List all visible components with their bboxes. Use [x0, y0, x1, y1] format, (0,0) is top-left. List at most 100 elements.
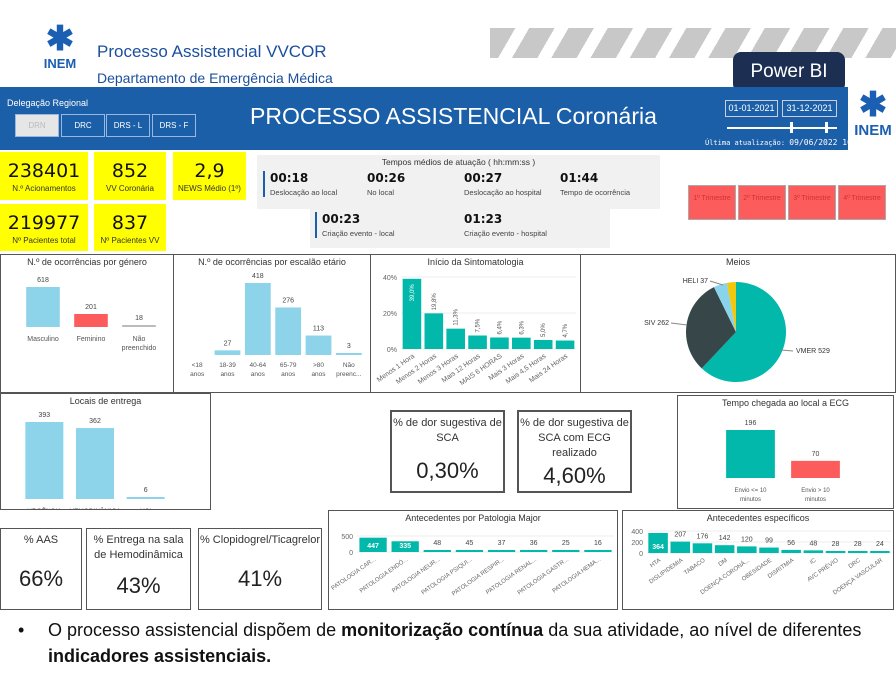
- bar: [122, 325, 156, 327]
- time-label: Criação evento - hospital: [464, 229, 547, 238]
- data-label: 19,8%: [432, 293, 438, 311]
- chart-idade-svg: <18 anos 27 18-39 anos 418 40-64 anos 276 65-79 an…: [190, 273, 362, 378]
- x-tick-label: anos: [190, 371, 205, 378]
- date-range-slider[interactable]: [727, 127, 837, 129]
- delegation-drn-button[interactable]: DRN: [15, 114, 59, 137]
- delegation-drs-l-button[interactable]: DRS - L: [106, 114, 150, 137]
- chart-genero-svg: 618 Masculino 201 Feminino 18 Não preenchido: [26, 277, 156, 352]
- y-tick-label: 20%: [383, 311, 397, 318]
- slider-handle-start[interactable]: [790, 122, 793, 133]
- bar: [359, 537, 387, 552]
- pie-leader: [780, 349, 794, 352]
- bar: [791, 460, 840, 478]
- data-label: 16: [594, 540, 602, 547]
- chart-title: N.º de ocorrências por escalão etário: [198, 257, 346, 267]
- bar: [555, 340, 575, 349]
- data-label: 6,4%: [497, 320, 503, 334]
- x-tick-label: 65-79: [280, 362, 297, 369]
- x-tick-label: TABACO: [683, 558, 707, 577]
- data-label: 56: [787, 540, 795, 547]
- kpi-label: Nº Pacientes VV: [100, 236, 160, 245]
- delegation-drs-f-button[interactable]: DRS - F: [152, 114, 196, 137]
- x-tick-label: <18: [192, 362, 203, 369]
- card-entrega-hemodinamica: % Entrega na sala de Hemodinâmica 43%: [86, 528, 191, 610]
- kpi-pacientes-total: 219977 Nº Pacientes total: [0, 204, 88, 251]
- bar: [126, 497, 165, 499]
- time-value: 00:26: [367, 171, 406, 185]
- bar: [391, 541, 419, 552]
- chart-meios: Meios VMER 529 SIV 262 HELI 37: [580, 254, 896, 393]
- bar: [468, 335, 487, 349]
- x-tick-label: 18-39: [219, 362, 236, 369]
- footer-bullet: • O processo assistencial dispõem de mon…: [18, 617, 888, 669]
- time-criacao-local: 00:23 Criação evento - local: [315, 212, 395, 238]
- kpi-label: Nº Pacientes total: [12, 236, 76, 245]
- bar: [512, 337, 531, 349]
- card-dor-sca: % de dor sugestiva de SCA 0,30%: [390, 410, 505, 493]
- bullet-bold: indicadores assistenciais.: [48, 646, 272, 666]
- kpi-value: 837: [111, 212, 149, 234]
- pie-slice: [726, 282, 736, 332]
- bar: [424, 313, 444, 349]
- time-no-local: 00:26 No local: [362, 171, 405, 197]
- quarter-3-button[interactable]: 3º Trimestre: [788, 185, 836, 220]
- quarter-4-button[interactable]: 4º Trimestre: [838, 185, 886, 220]
- bar: [335, 353, 362, 355]
- x-tick-label: anos: [251, 371, 266, 378]
- y-tick-label: 0: [639, 551, 643, 558]
- x-tick-label: IC: [809, 557, 818, 566]
- bar: [692, 543, 713, 553]
- bar: [781, 549, 801, 553]
- quarter-2-button[interactable]: 2º Trimestre: [738, 185, 786, 220]
- card-label: % Entrega na sala de Hemodinâmica: [93, 534, 184, 561]
- slider-handle-end[interactable]: [825, 122, 828, 133]
- x-tick-label: PATOLOGIA RESPIR...: [451, 557, 506, 598]
- bar: [487, 550, 516, 552]
- x-tick-label: Feminino: [77, 336, 106, 343]
- chart-title: Locais de entrega: [69, 396, 142, 406]
- x-tick-label: Não: [343, 362, 355, 369]
- data-label: 24: [876, 541, 884, 548]
- x-tick-label: DM: [718, 558, 729, 568]
- data-label: 48: [433, 540, 441, 547]
- bar: [25, 422, 64, 499]
- chart-title: Meios: [725, 257, 750, 267]
- quarter-1-button[interactable]: 1º Trimestre: [688, 185, 736, 220]
- data-label: 335: [399, 543, 411, 550]
- delegation-label: Delegação Regional: [7, 98, 89, 108]
- x-tick-label: Mais 24 Horas: [528, 353, 569, 385]
- header-subtitle: Departamento de Emergência Médica: [97, 70, 333, 86]
- card-label: % de dor sugestiva de SCA: [393, 417, 502, 444]
- data-label: 418: [252, 273, 264, 280]
- kpi-value: 238401: [7, 160, 81, 182]
- dashboard-title: PROCESSO ASSISTENCIAL Coronária: [250, 103, 657, 129]
- x-tick-label: 40-64: [250, 362, 267, 369]
- bar: [670, 541, 691, 553]
- card-value: 0,30%: [416, 458, 479, 483]
- chart-title: Tempo chegada ao local a ECG: [721, 398, 850, 408]
- date-end-input[interactable]: 31-12-2021: [782, 100, 837, 117]
- pie-slice: [686, 287, 736, 369]
- time-value: 01:44: [560, 171, 599, 185]
- header-title: Processo Assistencial VVCOR: [97, 42, 327, 61]
- card-value: 43%: [116, 573, 161, 598]
- data-label: 11,3%: [454, 308, 460, 325]
- x-tick-label: Masculino: [27, 336, 59, 343]
- chart-ecg-svg: 196 Envio <= 10 minutos 70 Envio > 10 minutos: [726, 420, 840, 503]
- bar: [455, 550, 484, 552]
- kpi-vv-coronaria: 852 VV Coronária: [94, 152, 166, 200]
- data-label: 28: [832, 541, 840, 548]
- data-label: 45: [466, 540, 474, 547]
- data-label: 36: [530, 540, 538, 547]
- bar: [737, 546, 757, 553]
- data-label: 362: [89, 418, 101, 425]
- bar: [803, 550, 824, 553]
- date-start-input[interactable]: 01-01-2021: [725, 100, 778, 117]
- chart-locais-svg: 393 URGÊNCIA 362 HEMODINÂMICA 6 UCI: [25, 412, 165, 515]
- card-label: % AAS: [23, 534, 59, 546]
- pie-slice: [701, 282, 786, 382]
- chart-antecedentes-especificos: Antecedentes específicos 0 200 400 364 HTA 207…: [622, 510, 894, 610]
- x-tick-label: DRC: [848, 557, 863, 570]
- delegation-drc-button[interactable]: DRC: [61, 114, 105, 137]
